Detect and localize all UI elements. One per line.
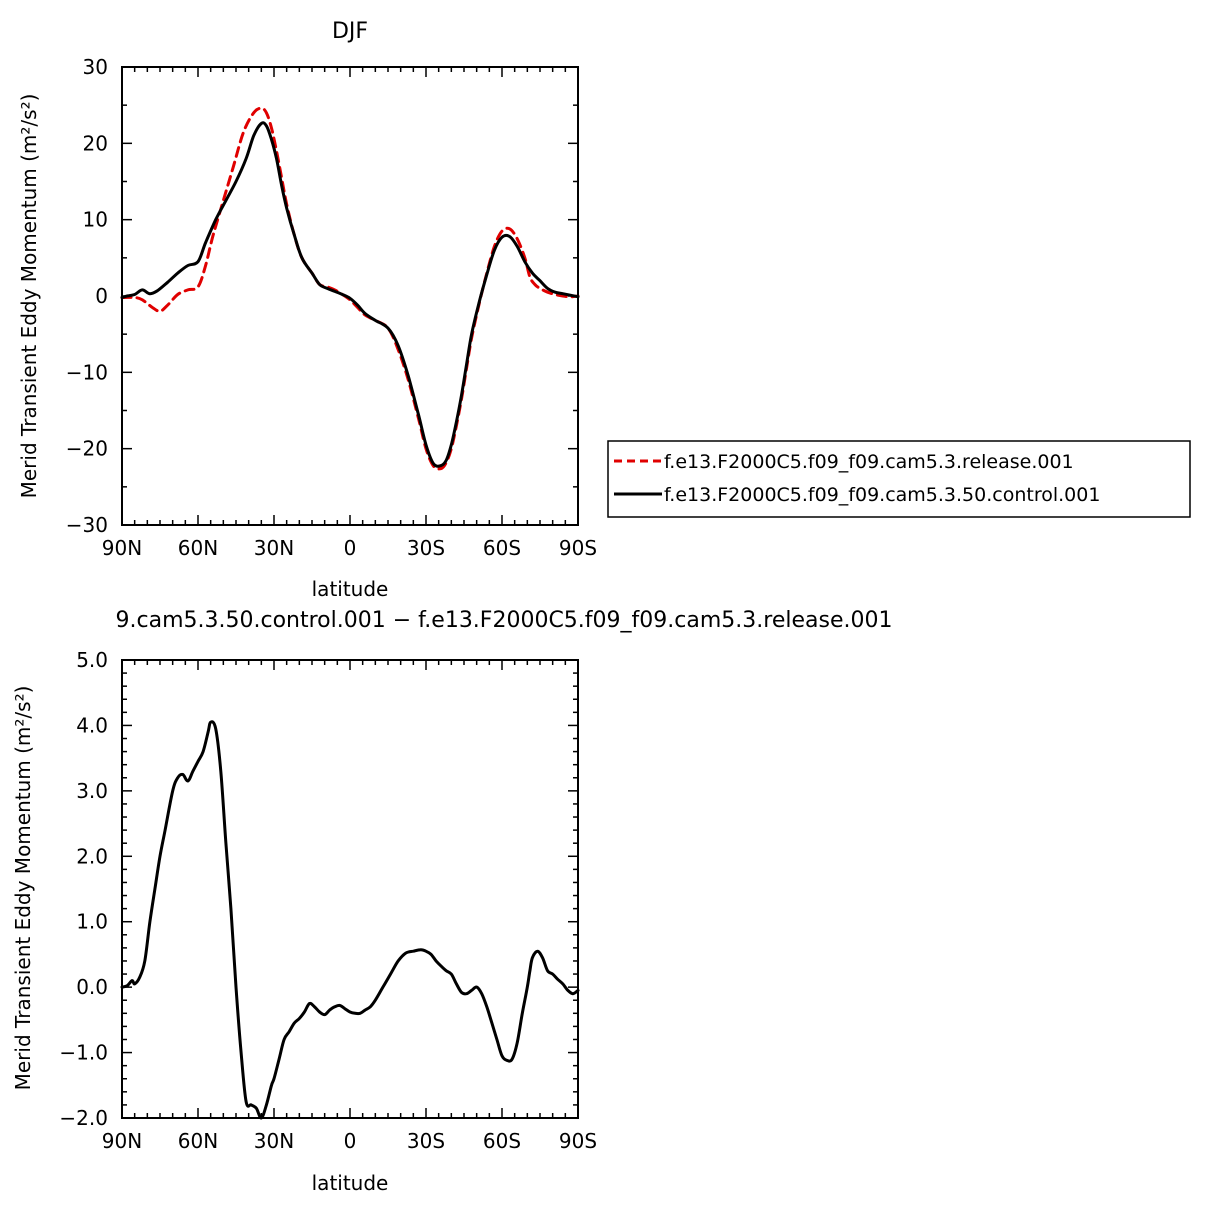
bottom-chart-ylabel: Merid Transient Eddy Momentum (m²/s²) [11, 686, 35, 1091]
bottom-series-line-0 [120, 720, 580, 1120]
legend-label-control: f.e13.F2000C5.f09_f09.cam5.3.50.control.… [664, 484, 1100, 506]
top-ytick-label: 10 [83, 208, 108, 232]
top-ytick-label: −20 [66, 437, 108, 461]
bottom-ytick-label: 4.0 [76, 713, 108, 737]
legend-label-release: f.e13.F2000C5.f09_f09.cam5.3.release.001 [664, 451, 1074, 473]
bottom-chart: 9.cam5.3.50.control.001 − f.e13.F2000C5.… [11, 608, 892, 1195]
bottom-chart-frame [121, 659, 579, 1119]
top-ytick-label: −10 [66, 360, 108, 384]
top-chart-ylabel: Merid Transient Eddy Momentum (m²/s²) [17, 94, 41, 499]
top-ytick-label: 0 [95, 284, 108, 308]
top-series-line-0 [120, 106, 580, 471]
top-xtick-label: 90S [559, 536, 597, 560]
top-xtick-label: 60S [483, 536, 521, 560]
top-ytick-label: 30 [83, 55, 108, 79]
bottom-xtick-label: 90N [102, 1129, 142, 1153]
bottom-xtick-label: 0 [344, 1129, 357, 1153]
legend-box [607, 440, 1191, 518]
bottom-ytick-label: 3.0 [76, 779, 108, 803]
top-xtick-label: 30N [254, 536, 294, 560]
bottom-xtick-label: 60S [483, 1129, 521, 1153]
top-chart-tick-labels: 90N 60N 30N 0 30S 60S 90S −30 −20 −10 0 10 20 30 [66, 55, 597, 560]
bottom-chart-ticks [121, 659, 579, 1119]
top-chart: DJF 90N 60N 30N 0 30S 60S 90S−30−20−100102030 … [17, 19, 1191, 601]
bottom-ytick-label: 0.0 [76, 975, 108, 999]
bottom-ytick-label: 1.0 [76, 910, 108, 934]
top-xtick-label: 90N [102, 536, 142, 560]
bottom-chart-xlabel: latitude [312, 1171, 389, 1195]
bottom-xtick-label: 90S [559, 1129, 597, 1153]
top-chart-series [120, 106, 580, 471]
top-xtick-label: 30S [407, 536, 445, 560]
bottom-ytick-label: −1.0 [59, 1041, 108, 1065]
top-xtick-label: 0 [344, 536, 357, 560]
bottom-ytick-label: −2.0 [59, 1106, 108, 1130]
top-chart-title: DJF [332, 19, 368, 44]
bottom-xtick-label: 30S [407, 1129, 445, 1153]
bottom-chart-tick-labels: 90N 60N 30N 0 30S 60S 90S −2.0 −1.0 0.0 1.0 2.0 3.0 4… [59, 648, 597, 1153]
top-chart-xlabel: latitude [312, 577, 389, 601]
bottom-ytick-label: 2.0 [76, 844, 108, 868]
top-series-line-1 [120, 121, 580, 468]
bottom-xtick-label: 60N [178, 1129, 218, 1153]
legend: f.e13.F2000C5.f09_f09.cam5.3.release.001… [607, 440, 1191, 518]
top-ytick-label: −30 [66, 513, 108, 537]
top-chart-ticks [121, 66, 579, 526]
bottom-chart-title: 9.cam5.3.50.control.001 − f.e13.F2000C5.… [116, 608, 893, 633]
bottom-xtick-label: 30N [254, 1129, 294, 1153]
top-chart-frame [121, 66, 579, 526]
top-ytick-label: 20 [83, 131, 108, 155]
bottom-chart-series [120, 720, 580, 1120]
bottom-ytick-label: 5.0 [76, 648, 108, 672]
top-xtick-label: 60N [178, 536, 218, 560]
